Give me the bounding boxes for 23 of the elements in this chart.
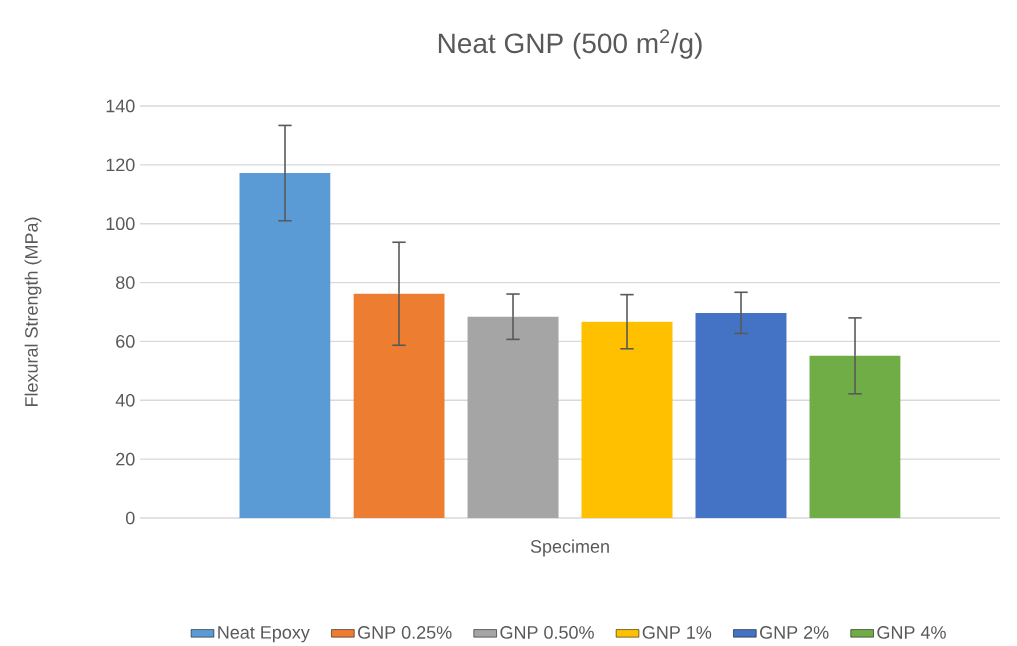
y-tick-label: 100 [106,217,135,231]
y-tick-label: 80 [116,276,135,289]
bar [353,293,445,518]
bar [695,312,787,518]
bar [467,316,559,518]
y-axis-title: Flexural Strength (MPa) [24,217,42,407]
chart-title: Neat GNP (500 m$^{2}$/g) [438,29,702,59]
y-tick-label: 140 [106,99,135,113]
y-tick-label: 60 [116,335,135,348]
y-tick-label: 120 [106,158,135,172]
bar [581,321,673,518]
y-tick-label: 0 [125,511,135,525]
y-tick-label: 20 [116,452,135,466]
legend-label: GNP 2% [760,626,829,639]
x-axis-title: Specimen [530,539,609,557]
bar [809,355,901,518]
legend-label: Neat Epoxy [218,626,310,643]
legend-label: GNP 4% [877,626,946,639]
legend-label: GNP 0.25% [358,626,452,639]
legend-label: GNP 0.50% [500,626,594,639]
legend-label: GNP 1% [642,626,712,639]
bar [239,173,331,518]
y-tick-label: 40 [115,393,135,407]
